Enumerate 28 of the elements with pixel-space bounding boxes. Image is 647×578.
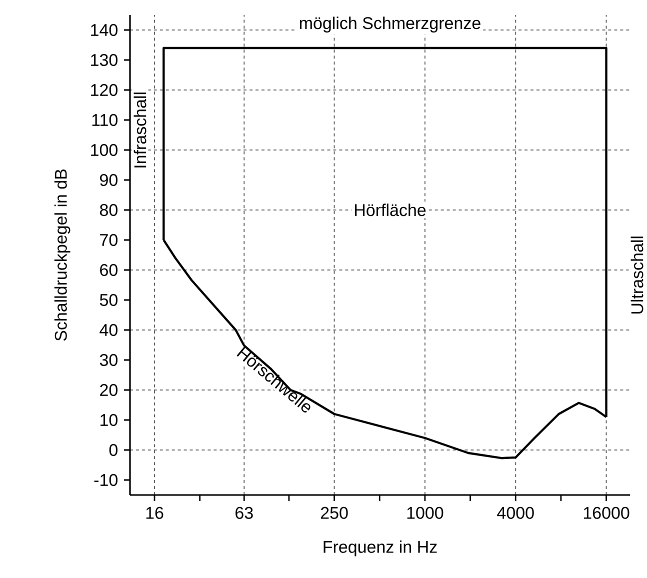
y-tick-label: 140	[91, 24, 118, 36]
x-tick-label: 16000	[584, 506, 630, 519]
y-tick-label: 130	[91, 54, 118, 66]
text: Ultraschall	[630, 236, 644, 314]
y-tick-label: 20	[100, 384, 118, 396]
annotation: Hörfläche	[355, 204, 426, 216]
annotation: Infraschall	[134, 92, 146, 168]
annotation: möglich Schmerzgrenze	[300, 16, 480, 33]
y-axis-title: Schalldruckpegel in dB	[54, 169, 70, 341]
x-tick-label: 63	[236, 506, 253, 519]
x-tick-label: 250	[320, 506, 348, 519]
y-tick-label: 70	[100, 234, 118, 246]
y-tick-label: 100	[91, 144, 118, 156]
x-tick-label: 1000	[407, 506, 444, 519]
x-tick-label: 16	[146, 506, 164, 519]
y-tick-label: 60	[100, 264, 118, 276]
y-tick-label: 10	[100, 414, 118, 426]
y-tick-label: 120	[91, 84, 118, 96]
y-tick-label: 0	[109, 444, 118, 456]
y-tick-label: 80	[100, 204, 118, 216]
x-tick-label: 4000	[497, 506, 534, 519]
y-tick-label: 40	[100, 324, 118, 336]
x-axis-title: Frequenz in Hz	[324, 540, 437, 556]
y-tick-label: 110	[92, 114, 118, 126]
y-tick-label: 30	[100, 354, 118, 366]
y-tick-label: 50	[100, 294, 118, 306]
y-tick-label: -10	[94, 474, 118, 486]
y-tick-label: 90	[100, 174, 118, 186]
